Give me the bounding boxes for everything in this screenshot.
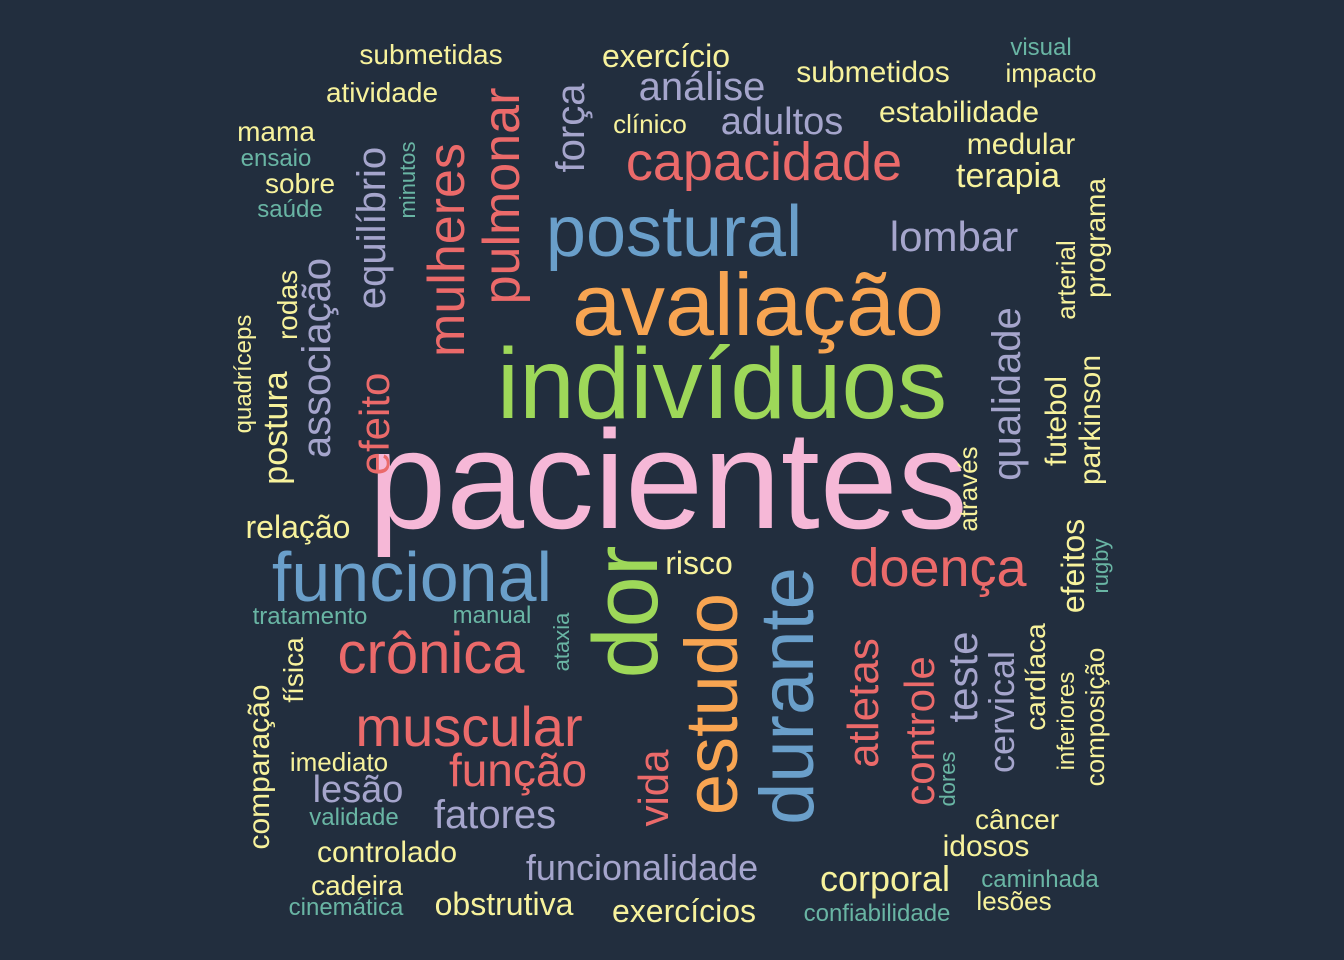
word-mulheres: mulheres [418,143,476,357]
word-imediato: imediato [289,747,389,777]
word-exercicio: exercício [601,38,731,74]
word-corporal: corporal [819,858,951,899]
word-futebol: futebol [1040,375,1073,467]
word-inferiores: inferiores [1053,671,1080,771]
word-estudo: estudo [670,592,753,816]
word-submetidas: submetidas [359,39,503,70]
word-muscular: muscular [355,695,583,758]
word-risco: risco [665,545,733,581]
word-visual: visual [1010,34,1072,61]
word-lesoes: lesões [976,886,1052,916]
word-cronica: crônica [337,621,525,686]
word-impacto: impacto [1005,58,1097,88]
word-terapia: terapia [956,157,1060,195]
word-ataxia: ataxia [549,612,574,672]
word-validade: validade [309,804,399,831]
word-atividade: atividade [325,77,439,108]
word-postural: postural [545,192,803,272]
word-rugby: rugby [1088,538,1113,594]
word-dores: dores [935,751,960,807]
word-funcionalidade: funcionalidade [525,847,759,888]
word-quadriceps: quadríceps [230,314,257,434]
word-vida: vida [630,749,677,827]
word-doenca: doença [849,538,1027,598]
word-fatores: fatores [433,793,557,837]
word-saude: saúde [257,196,323,223]
word-caminhada: caminhada [981,866,1099,893]
word-composicao: composição [1080,647,1110,787]
word-associacao: associação [295,257,339,459]
word-cadeira: cadeira [311,870,403,901]
word-cardiaca: cardíaca [1020,623,1051,731]
word-cancer: câncer [974,804,1060,835]
word-cinematica: cinemática [288,894,404,921]
word-rodas: rodas [272,269,303,341]
word-sobre: sobre [264,168,336,199]
word-confiabilidade: confiabilidade [803,900,951,927]
word-forca: força [549,83,593,173]
word-qualidade: qualidade [985,307,1029,481]
word-atletas: atletas [839,638,888,768]
word-submetidos: submetidos [796,56,950,89]
word-obstrutiva: obstrutiva [434,886,574,922]
word-controlado: controlado [316,836,458,869]
word-fisica: física [278,637,309,703]
word-postura: postura [257,371,295,485]
word-equilibrio: equilíbrio [350,146,394,310]
word-comparacao: comparação [243,684,276,850]
word-mama: mama [237,116,315,147]
word-ensaio: ensaio [240,145,312,172]
word-medular: medular [966,128,1076,161]
word-individuos: indivíduos [496,328,948,440]
word-cervical: cervical [981,650,1022,774]
word-avaliacao: avaliação [572,255,944,354]
word-funcao: função [448,744,588,796]
word-clinico: clínico [613,109,687,139]
word-arterial: arterial [1051,240,1081,320]
word-programa: programa [1080,178,1111,298]
word-parkinson: parkinson [1074,354,1107,486]
word-exercicios: exercícios [611,893,757,929]
word-relacao: relação [245,509,351,545]
word-efeito: efeito [351,372,398,476]
word-idosos: idosos [942,830,1030,863]
word-funcional: funcional [271,538,553,616]
word-pacientes: pacientes [368,401,968,558]
word-lombar: lombar [889,213,1019,260]
word-capacidade: capacidade [625,132,903,192]
word-minutos: minutos [395,141,420,219]
word-analise: análise [638,65,766,109]
word-tratamento: tratamento [252,603,368,630]
word-efeitos: efeitos [1055,518,1091,614]
word-teste: teste [939,631,986,723]
word-pulmonar: pulmonar [473,87,531,305]
word-adultos: adultos [720,101,844,143]
word-manual: manual [452,602,532,629]
word-dor: dor [575,545,677,679]
word-durante: durante [745,567,830,825]
word-atraves: através [953,446,983,532]
word-estabilidade: estabilidade [878,96,1040,129]
word-lesao: lesão [312,769,404,811]
